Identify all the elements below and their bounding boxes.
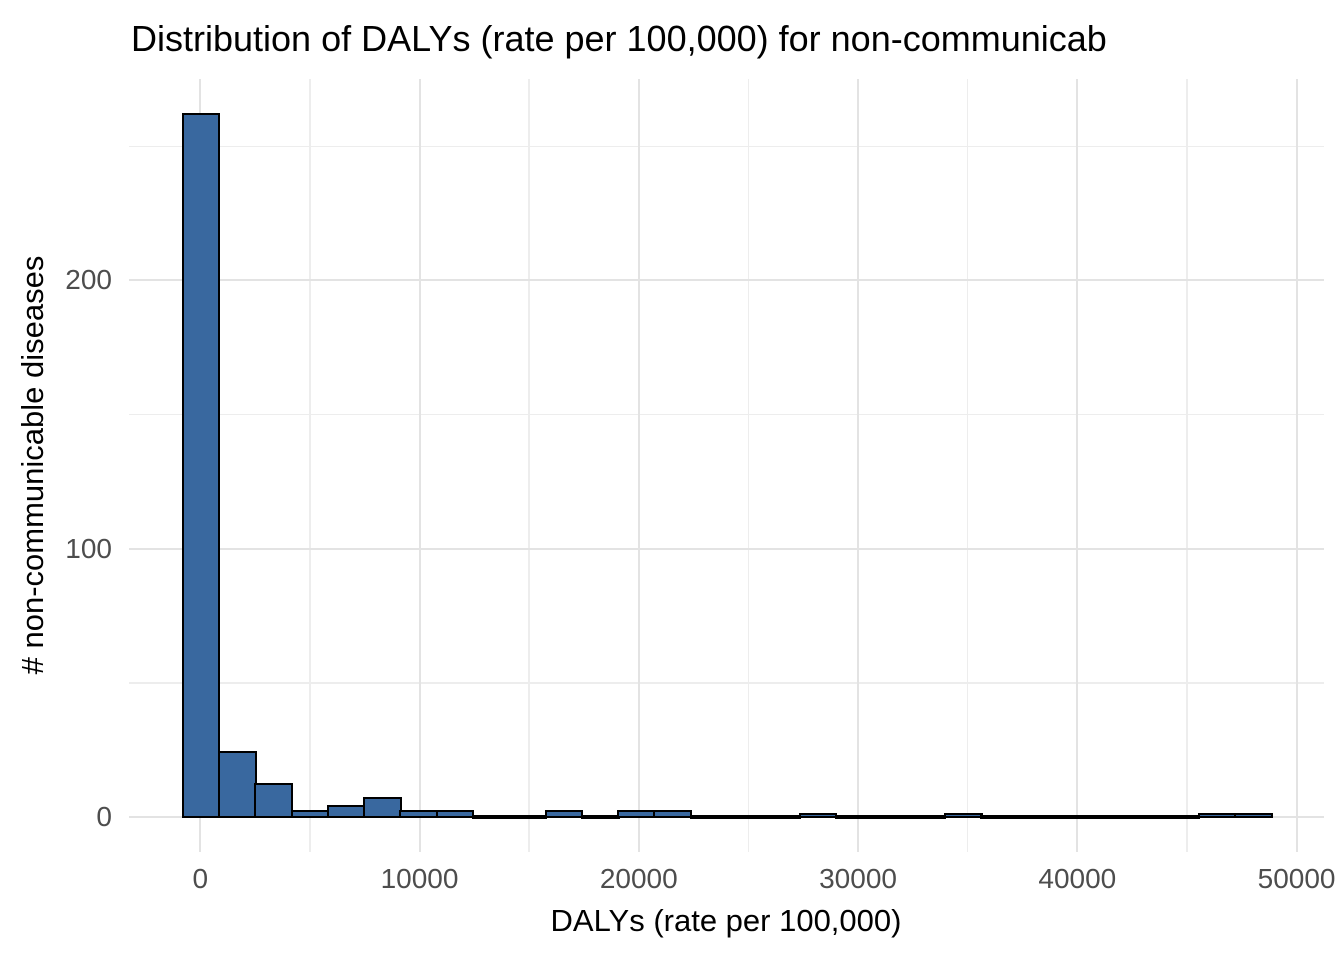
histogram-bar	[326, 804, 366, 819]
x-gridline-major	[637, 79, 640, 852]
histogram-bar	[1197, 812, 1237, 819]
histogram-bar	[290, 810, 330, 819]
y-gridline-minor	[129, 413, 1324, 416]
y-gridline-minor	[129, 682, 1324, 684]
histogram-bar	[653, 810, 693, 819]
x-gridline-major	[418, 79, 421, 852]
histogram-bar-zero	[1161, 814, 1201, 819]
histogram-bar	[943, 812, 983, 819]
chart-title: Distribution of DALYs (rate per 100,000)…	[131, 18, 1107, 59]
histogram-bar	[254, 783, 294, 819]
x-tick-label: 10000	[380, 863, 459, 894]
histogram-bar-zero	[762, 814, 802, 819]
y-axis-title: # non-communicable diseases	[15, 255, 50, 675]
histogram-bar-zero	[1016, 814, 1056, 819]
histogram-bar-zero	[1125, 814, 1164, 819]
histogram-bar-zero	[907, 814, 947, 819]
histogram-bar-zero	[726, 814, 765, 819]
histogram-bar	[617, 810, 656, 819]
y-gridline-major	[129, 279, 1324, 282]
histogram-bar	[181, 112, 221, 819]
histogram-bar-zero	[980, 814, 1019, 819]
plot-panel	[129, 79, 1324, 852]
histogram-bar	[1234, 812, 1273, 819]
x-gridline-minor	[747, 79, 750, 852]
histogram-bar-zero	[689, 814, 729, 819]
x-gridline-minor	[528, 79, 530, 852]
histogram-bar-zero	[834, 814, 874, 819]
y-tick-label: 100	[65, 532, 112, 564]
x-gridline-minor	[309, 79, 311, 852]
y-gridline-major	[129, 547, 1324, 550]
histogram-bar	[399, 810, 439, 819]
x-tick-label: 40000	[1038, 863, 1117, 894]
histogram-bar-zero	[508, 814, 548, 819]
x-axis-title: DALYs (rate per 100,000)	[550, 903, 902, 938]
x-gridline-minor	[966, 79, 969, 852]
x-gridline-minor	[1186, 79, 1188, 852]
x-gridline-major	[1295, 79, 1298, 852]
histogram-bar-zero	[1088, 814, 1128, 819]
x-tick-label: 20000	[599, 863, 678, 894]
histogram-bar	[798, 812, 838, 819]
histogram-bar	[217, 751, 257, 819]
histogram-bar	[544, 810, 584, 819]
y-tick-label: 0	[96, 800, 112, 832]
x-tick-label: 50000	[1257, 863, 1336, 894]
histogram-bar-zero	[471, 814, 511, 819]
histogram-bar-zero	[871, 814, 910, 819]
histogram-bar-zero	[580, 814, 620, 819]
x-gridline-major	[1076, 79, 1079, 852]
histogram-bar	[363, 796, 402, 819]
x-gridline-major	[857, 79, 860, 852]
x-tick-label: 30000	[819, 863, 897, 894]
x-tick-label: 0	[192, 863, 209, 894]
y-gridline-minor	[129, 145, 1324, 148]
histogram-bar	[435, 810, 475, 819]
y-tick-label: 200	[65, 264, 112, 296]
histogram-bar-zero	[1052, 814, 1092, 819]
